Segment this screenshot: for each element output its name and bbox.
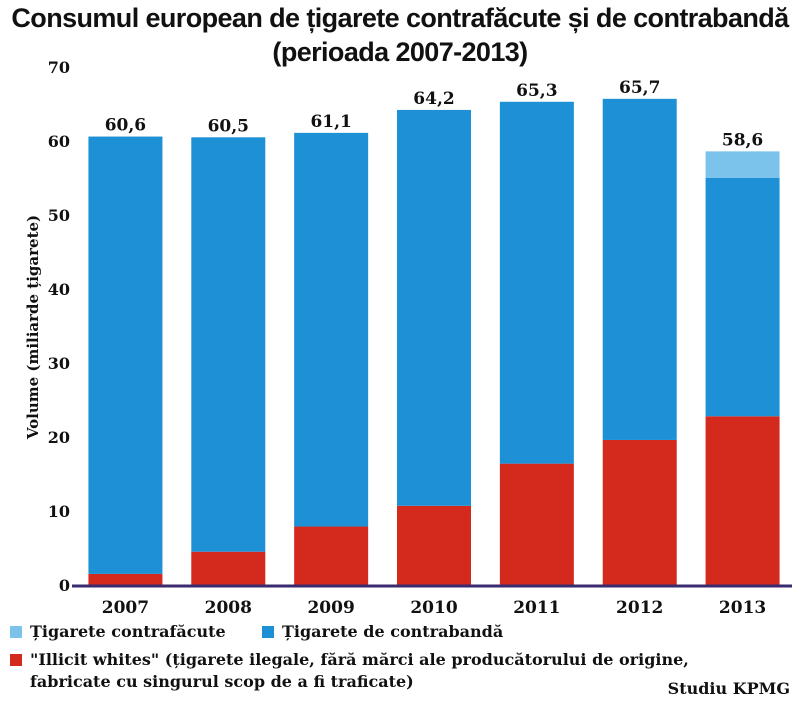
- y-tick-label: 50: [48, 206, 70, 225]
- bar-segment-2013-s1: [705, 178, 780, 417]
- x-tick-label-2012: 2012: [616, 598, 663, 618]
- y-axis-label: Volume (miliarde țigarete): [24, 215, 42, 440]
- bar-segment-2009-s0: [294, 526, 369, 585]
- total-label-2010: 64,2: [413, 89, 454, 109]
- y-tick-label: 30: [48, 354, 70, 373]
- legend-item-counterfeit: Țigarete contrafăcute: [10, 622, 226, 642]
- y-tick-label: 10: [48, 502, 70, 521]
- legend-swatch-contraband: [262, 626, 274, 638]
- legend-item-illicit-cont: fabricate cu singurul scop de a fi trafi…: [30, 672, 414, 692]
- y-tick-label: 0: [59, 576, 70, 595]
- y-tick-label: 60: [48, 132, 70, 151]
- bar-segment-2010-s0: [397, 505, 471, 585]
- y-tick-label: 20: [48, 428, 70, 447]
- chart-title-line2: (perioada 2007-2013): [272, 37, 528, 67]
- legend-swatch-counterfeit: [10, 626, 22, 638]
- bar-segment-2007-s0: [88, 573, 163, 585]
- legend-label-illicit-line1: "Illicit whites" (țigarete ilegale, fără…: [30, 650, 689, 669]
- total-label-2008: 60,5: [208, 116, 249, 136]
- legend-label-illicit-line2: fabricate cu singurul scop de a fi trafi…: [30, 672, 414, 691]
- bar-segment-2011-s1: [499, 101, 574, 464]
- bar-segment-2012-s1: [602, 98, 677, 440]
- legend-label-counterfeit: Țigarete contrafăcute: [30, 622, 226, 641]
- x-tick-label-2009: 2009: [307, 598, 354, 618]
- bar-segment-2007-s1: [88, 136, 163, 574]
- bar-segment-2008-s0: [191, 551, 266, 585]
- bar-segment-2009-s1: [294, 132, 369, 527]
- x-tick-label-2007: 2007: [102, 598, 149, 618]
- y-tick-label: 40: [48, 280, 70, 299]
- chart-title-line1: Consumul european de țigarete contrafăcu…: [11, 3, 789, 33]
- y-tick-label: 70: [48, 58, 70, 77]
- bar-segment-2011-s0: [499, 463, 574, 585]
- legend-item-contraband: Țigarete de contrabandă: [262, 622, 503, 642]
- x-tick-label-2013: 2013: [719, 598, 766, 618]
- x-tick-label-2008: 2008: [205, 598, 252, 618]
- total-label-2012: 65,7: [619, 78, 660, 98]
- bar-segment-2008-s1: [191, 137, 266, 552]
- bar-segment-2010-s1: [397, 109, 471, 506]
- bar-segment-2012-s0: [602, 439, 677, 585]
- source-note: Studiu KPMG: [667, 679, 790, 698]
- total-label-2013: 58,6: [722, 130, 763, 150]
- legend-label-contraband: Țigarete de contrabandă: [282, 622, 504, 641]
- total-label-2007: 60,6: [105, 116, 146, 136]
- legend-item-illicit: "Illicit whites" (țigarete ilegale, fără…: [10, 650, 689, 670]
- bar-segment-2013-s2: [705, 151, 780, 178]
- x-tick-label-2011: 2011: [513, 598, 560, 618]
- legend-swatch-illicit: [10, 654, 22, 666]
- bar-segment-2013-s0: [705, 416, 780, 585]
- total-label-2009: 61,1: [310, 112, 351, 132]
- total-label-2011: 65,3: [516, 81, 557, 101]
- x-tick-label-2010: 2010: [410, 598, 457, 618]
